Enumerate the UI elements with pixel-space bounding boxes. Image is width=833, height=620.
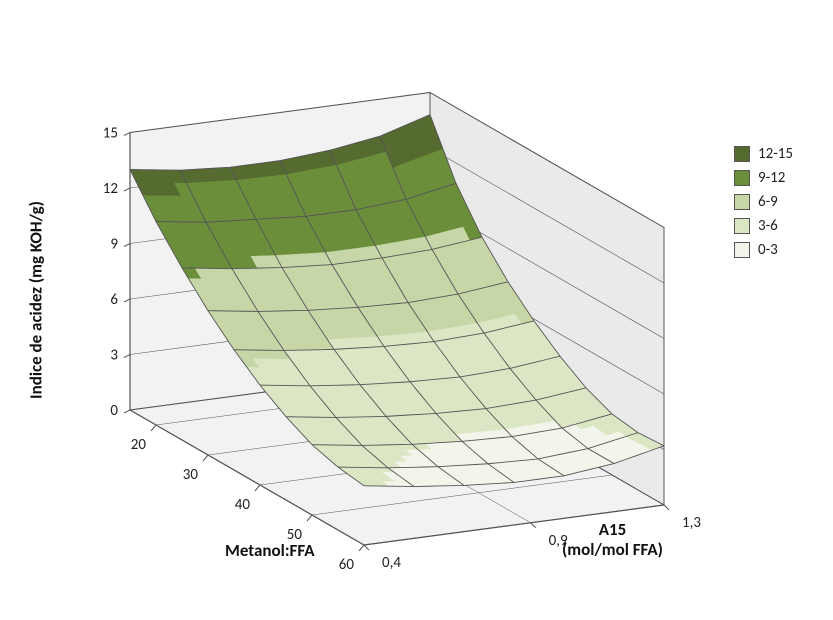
svg-text:0: 0 bbox=[110, 402, 118, 420]
svg-text:60: 60 bbox=[339, 556, 355, 574]
y-axis-label-line1: A15 bbox=[599, 519, 627, 540]
legend-swatch bbox=[734, 218, 750, 234]
legend-item: 6-9 bbox=[734, 193, 793, 211]
svg-text:9: 9 bbox=[110, 236, 118, 254]
legend-swatch bbox=[734, 242, 750, 258]
z-axis-label: Indice de acidez (mg KOH/g) bbox=[26, 201, 47, 399]
svg-text:12: 12 bbox=[103, 180, 118, 198]
svg-text:3: 3 bbox=[110, 347, 118, 365]
surface-plot: 0369121520304050600,40,91,3 bbox=[0, 0, 833, 620]
legend-item: 9-12 bbox=[734, 169, 793, 187]
legend-label: 9-12 bbox=[758, 169, 785, 187]
legend-label: 3-6 bbox=[758, 217, 778, 235]
legend-swatch bbox=[734, 194, 750, 210]
svg-text:15: 15 bbox=[103, 125, 118, 143]
svg-text:0,4: 0,4 bbox=[382, 554, 401, 572]
legend-label: 6-9 bbox=[758, 193, 778, 211]
legend-swatch bbox=[734, 170, 750, 186]
svg-text:20: 20 bbox=[131, 436, 147, 454]
legend-label: 0-3 bbox=[758, 241, 778, 259]
legend-item: 12-15 bbox=[734, 145, 793, 163]
legend: 12-15 9-12 6-9 3-6 0-3 bbox=[734, 145, 793, 265]
legend-item: 3-6 bbox=[734, 217, 793, 235]
legend-swatch bbox=[734, 146, 750, 162]
y-axis-label: A15 (mol/mol FFA) bbox=[562, 520, 663, 561]
svg-text:1,3: 1,3 bbox=[682, 514, 701, 532]
svg-text:40: 40 bbox=[235, 496, 251, 514]
svg-text:30: 30 bbox=[183, 466, 199, 484]
x-axis-label: Metanol:FFA bbox=[225, 540, 315, 561]
y-axis-label-line2: (mol/mol FFA) bbox=[562, 539, 663, 560]
chart-container: 0369121520304050600,40,91,3 12-159-126-9… bbox=[0, 0, 833, 620]
legend-label: 12-15 bbox=[758, 145, 793, 163]
legend-item: 0-3 bbox=[734, 241, 793, 259]
svg-text:6: 6 bbox=[110, 291, 118, 309]
